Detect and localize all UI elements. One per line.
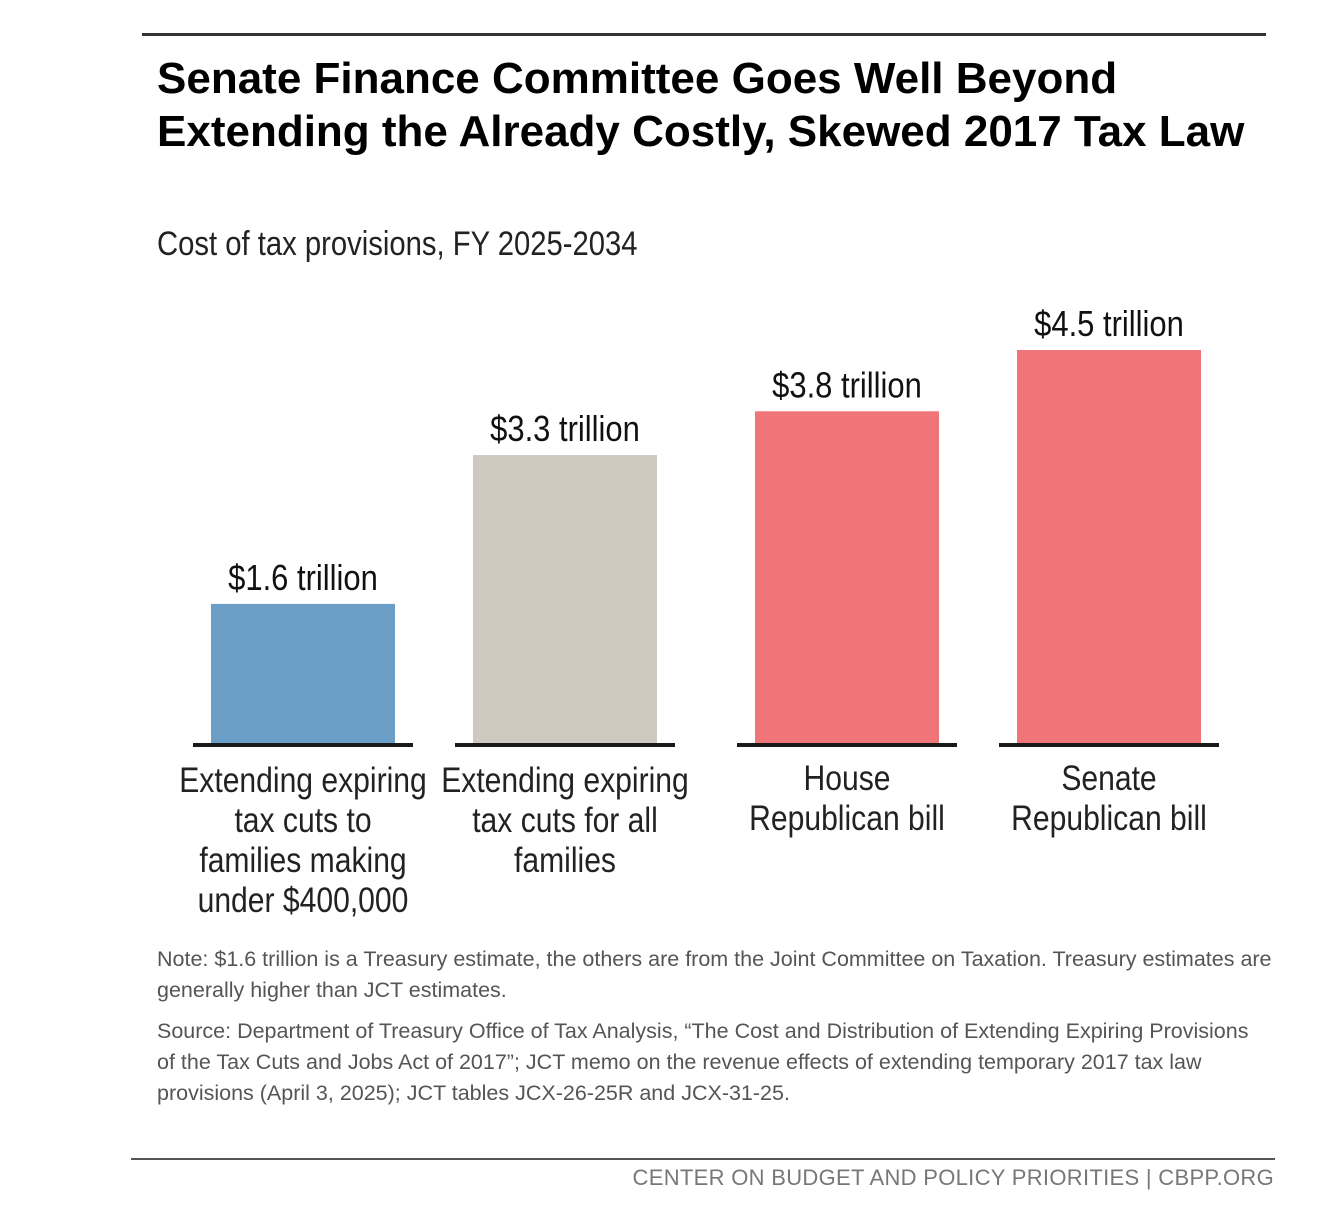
category-label-4: Senate Republican bill — [1011, 758, 1207, 838]
data-label-3: $3.8 trillion — [772, 366, 922, 406]
baseline-1 — [193, 743, 413, 747]
baseline-4 — [999, 743, 1219, 747]
bar-1 — [211, 603, 395, 744]
baseline-3 — [737, 743, 957, 747]
bar-2 — [473, 455, 657, 744]
category-label-2: Extending expiring tax cuts for all famili… — [441, 760, 689, 880]
chart-source: Source: Department of Treasury Office of… — [157, 1019, 1249, 1105]
category-label-1: Extending expiring tax cuts to families ma… — [179, 760, 427, 920]
data-label-2: $3.3 trillion — [490, 410, 640, 450]
footer-credit: CENTER ON BUDGET AND POLICY PRIORITIES |… — [632, 1165, 1274, 1190]
chart-subtitle: Cost of tax provisions, FY 2025-2034 — [157, 225, 638, 263]
bar-chart: $1.6 trillion Extending expiring tax cuts … — [179, 305, 1219, 920]
chart-note: Note: $1.6 trillion is a Treasury estima… — [157, 947, 1272, 1002]
bottom-rule — [131, 1158, 1275, 1160]
bar-3 — [755, 411, 939, 744]
data-label-1: $1.6 trillion — [228, 559, 378, 599]
category-label-3: House Republican bill — [749, 758, 945, 838]
bar-4 — [1017, 350, 1201, 744]
top-rule — [142, 33, 1266, 36]
data-label-4: $4.5 trillion — [1034, 305, 1184, 345]
chart-title: Senate Finance Committee Goes Well Beyon… — [157, 54, 1245, 156]
baseline-2 — [455, 743, 675, 747]
